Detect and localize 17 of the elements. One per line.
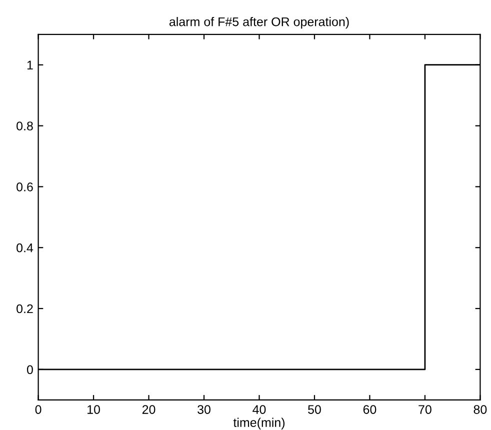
chart-title: alarm of F#5 after OR operation) — [169, 17, 349, 29]
x-tick-label: 20 — [142, 405, 156, 414]
x-tick-label: 30 — [198, 405, 210, 414]
x-tick-label: 70 — [418, 405, 432, 414]
x-tick-label: 10 — [88, 405, 100, 414]
x-tick-label: 80 — [474, 405, 487, 414]
y-tick-label: 0.4 — [16, 243, 34, 252]
x-axis-title: time(min) — [233, 418, 285, 430]
y-tick-label: 0.2 — [16, 304, 33, 314]
y-tick-label: 0.6 — [16, 182, 33, 192]
x-tick-label: 0 — [35, 405, 42, 414]
x-tick-label: 60 — [363, 405, 376, 414]
x-tick-label: 50 — [308, 405, 321, 414]
y-tick-label: 1 — [27, 60, 33, 70]
y-tick-label: 0.8 — [16, 122, 33, 130]
y-tick-label: 0 — [26, 365, 33, 374]
x-tick-label: 40 — [252, 405, 266, 414]
